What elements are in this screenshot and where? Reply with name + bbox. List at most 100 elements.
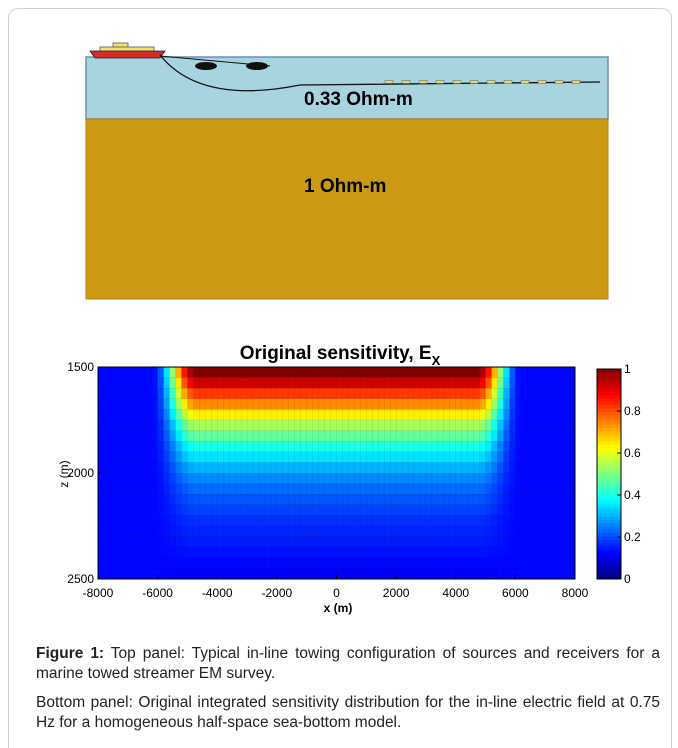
heatmap-cell <box>97 515 105 527</box>
heatmap-cell <box>282 409 290 421</box>
heatmap-cell <box>175 568 182 580</box>
heatmap-cell <box>545 462 552 474</box>
heatmap-cell <box>568 472 576 485</box>
heatmap-cell <box>467 547 475 559</box>
heatmap-cell <box>378 409 385 421</box>
heatmap-cell <box>300 451 308 463</box>
heatmap-cell <box>437 504 445 516</box>
heatmap-cell <box>515 451 522 463</box>
heatmap-cell <box>294 441 302 453</box>
heatmap-cell <box>97 419 105 432</box>
colorbar-segment <box>597 542 621 547</box>
heatmap-cell <box>300 568 308 580</box>
heatmap-cell <box>324 483 331 495</box>
heatmap-cell <box>252 430 260 442</box>
heatmap-cell <box>294 472 302 485</box>
heatmap-cell <box>199 398 206 410</box>
heatmap-cell <box>568 547 576 559</box>
receiver <box>435 80 445 84</box>
colorbar-segment <box>597 375 621 380</box>
heatmap-cell <box>479 472 487 485</box>
heatmap-cell <box>97 398 105 410</box>
heatmap-cell <box>515 419 522 432</box>
heatmap-cell <box>97 377 105 389</box>
heatmap-cell <box>521 388 528 400</box>
heatmap-cell <box>497 441 504 453</box>
heatmap-cell <box>103 430 111 442</box>
heatmap-cell <box>139 557 147 569</box>
heatmap-cell <box>419 536 427 548</box>
receiver <box>486 80 496 84</box>
heatmap-cell <box>229 504 236 516</box>
heatmap-cell <box>395 515 403 527</box>
heatmap-cell <box>270 377 278 389</box>
heatmap-cell <box>288 388 296 400</box>
heatmap-cell <box>300 557 308 569</box>
heatmap-cell <box>109 366 117 379</box>
figure-frame <box>8 8 672 748</box>
heatmap-cell <box>205 409 212 421</box>
heatmap-cell <box>366 504 373 516</box>
heatmap-cell <box>294 515 302 527</box>
heatmap-cell <box>109 409 117 421</box>
heatmap-cell <box>348 419 355 432</box>
heatmap-cell <box>342 504 349 516</box>
heatmap-cell <box>509 472 516 485</box>
heatmap-cell <box>390 472 397 485</box>
heatmap-cell <box>366 398 373 410</box>
heatmap-cell <box>395 536 403 548</box>
heatmap-cell <box>282 568 290 580</box>
heatmap-cell <box>527 557 534 569</box>
heatmap-cell <box>431 377 439 389</box>
heatmap-cell <box>568 462 576 474</box>
heatmap-cell <box>121 547 129 559</box>
heatmap-cell <box>246 430 254 442</box>
heatmap-cell <box>366 377 373 389</box>
heatmap-cell <box>461 377 469 389</box>
heatmap-cell <box>151 568 159 580</box>
heatmap-cell <box>288 536 296 548</box>
heatmap-cell <box>395 398 403 410</box>
heatmap-cell <box>336 547 343 559</box>
heatmap-cell <box>384 419 391 432</box>
heatmap-cell <box>139 388 147 400</box>
heatmap-cell <box>330 568 337 580</box>
heatmap-cell <box>556 388 564 400</box>
heatmap-cell <box>199 504 206 516</box>
heatmap-cell <box>217 504 224 516</box>
heatmap-cell <box>199 377 206 389</box>
heatmap-cell <box>324 472 331 485</box>
heatmap-cell <box>258 483 266 495</box>
survey-vessel <box>89 42 166 59</box>
heatmap-cell <box>211 525 218 538</box>
heatmap-cell <box>533 568 540 580</box>
heatmap-cell <box>467 472 475 485</box>
colorbar-segment <box>597 556 621 560</box>
colorbar-segment <box>597 569 621 573</box>
heatmap-cell <box>199 568 206 580</box>
heatmap-cell <box>234 547 242 559</box>
heatmap-cell <box>485 377 492 389</box>
heatmap-cell <box>175 557 182 569</box>
heatmap-cell <box>419 430 427 442</box>
heatmap-cell <box>342 451 349 463</box>
heatmap-cell <box>223 557 230 569</box>
heatmap-cell <box>252 483 260 495</box>
heatmap-cell <box>306 504 314 516</box>
heatmap-cell <box>175 472 182 485</box>
colorbar-tick-label: 0 <box>624 572 631 586</box>
heatmap-cell <box>342 536 349 548</box>
heatmap-cell <box>425 398 433 410</box>
heatmap-cell <box>223 536 230 548</box>
heatmap-cell <box>306 441 314 453</box>
heatmap-cell <box>234 409 242 421</box>
heatmap-cell <box>497 388 504 400</box>
heatmap-cell <box>258 568 266 580</box>
heatmap-cell <box>551 419 558 432</box>
heatmap-cell <box>276 557 284 569</box>
heatmap-cell <box>354 536 361 548</box>
heatmap-cell <box>234 377 242 389</box>
heatmap-cell <box>509 504 516 516</box>
heatmap-cell <box>556 430 564 442</box>
y-tick-label: 1500 <box>67 360 94 374</box>
